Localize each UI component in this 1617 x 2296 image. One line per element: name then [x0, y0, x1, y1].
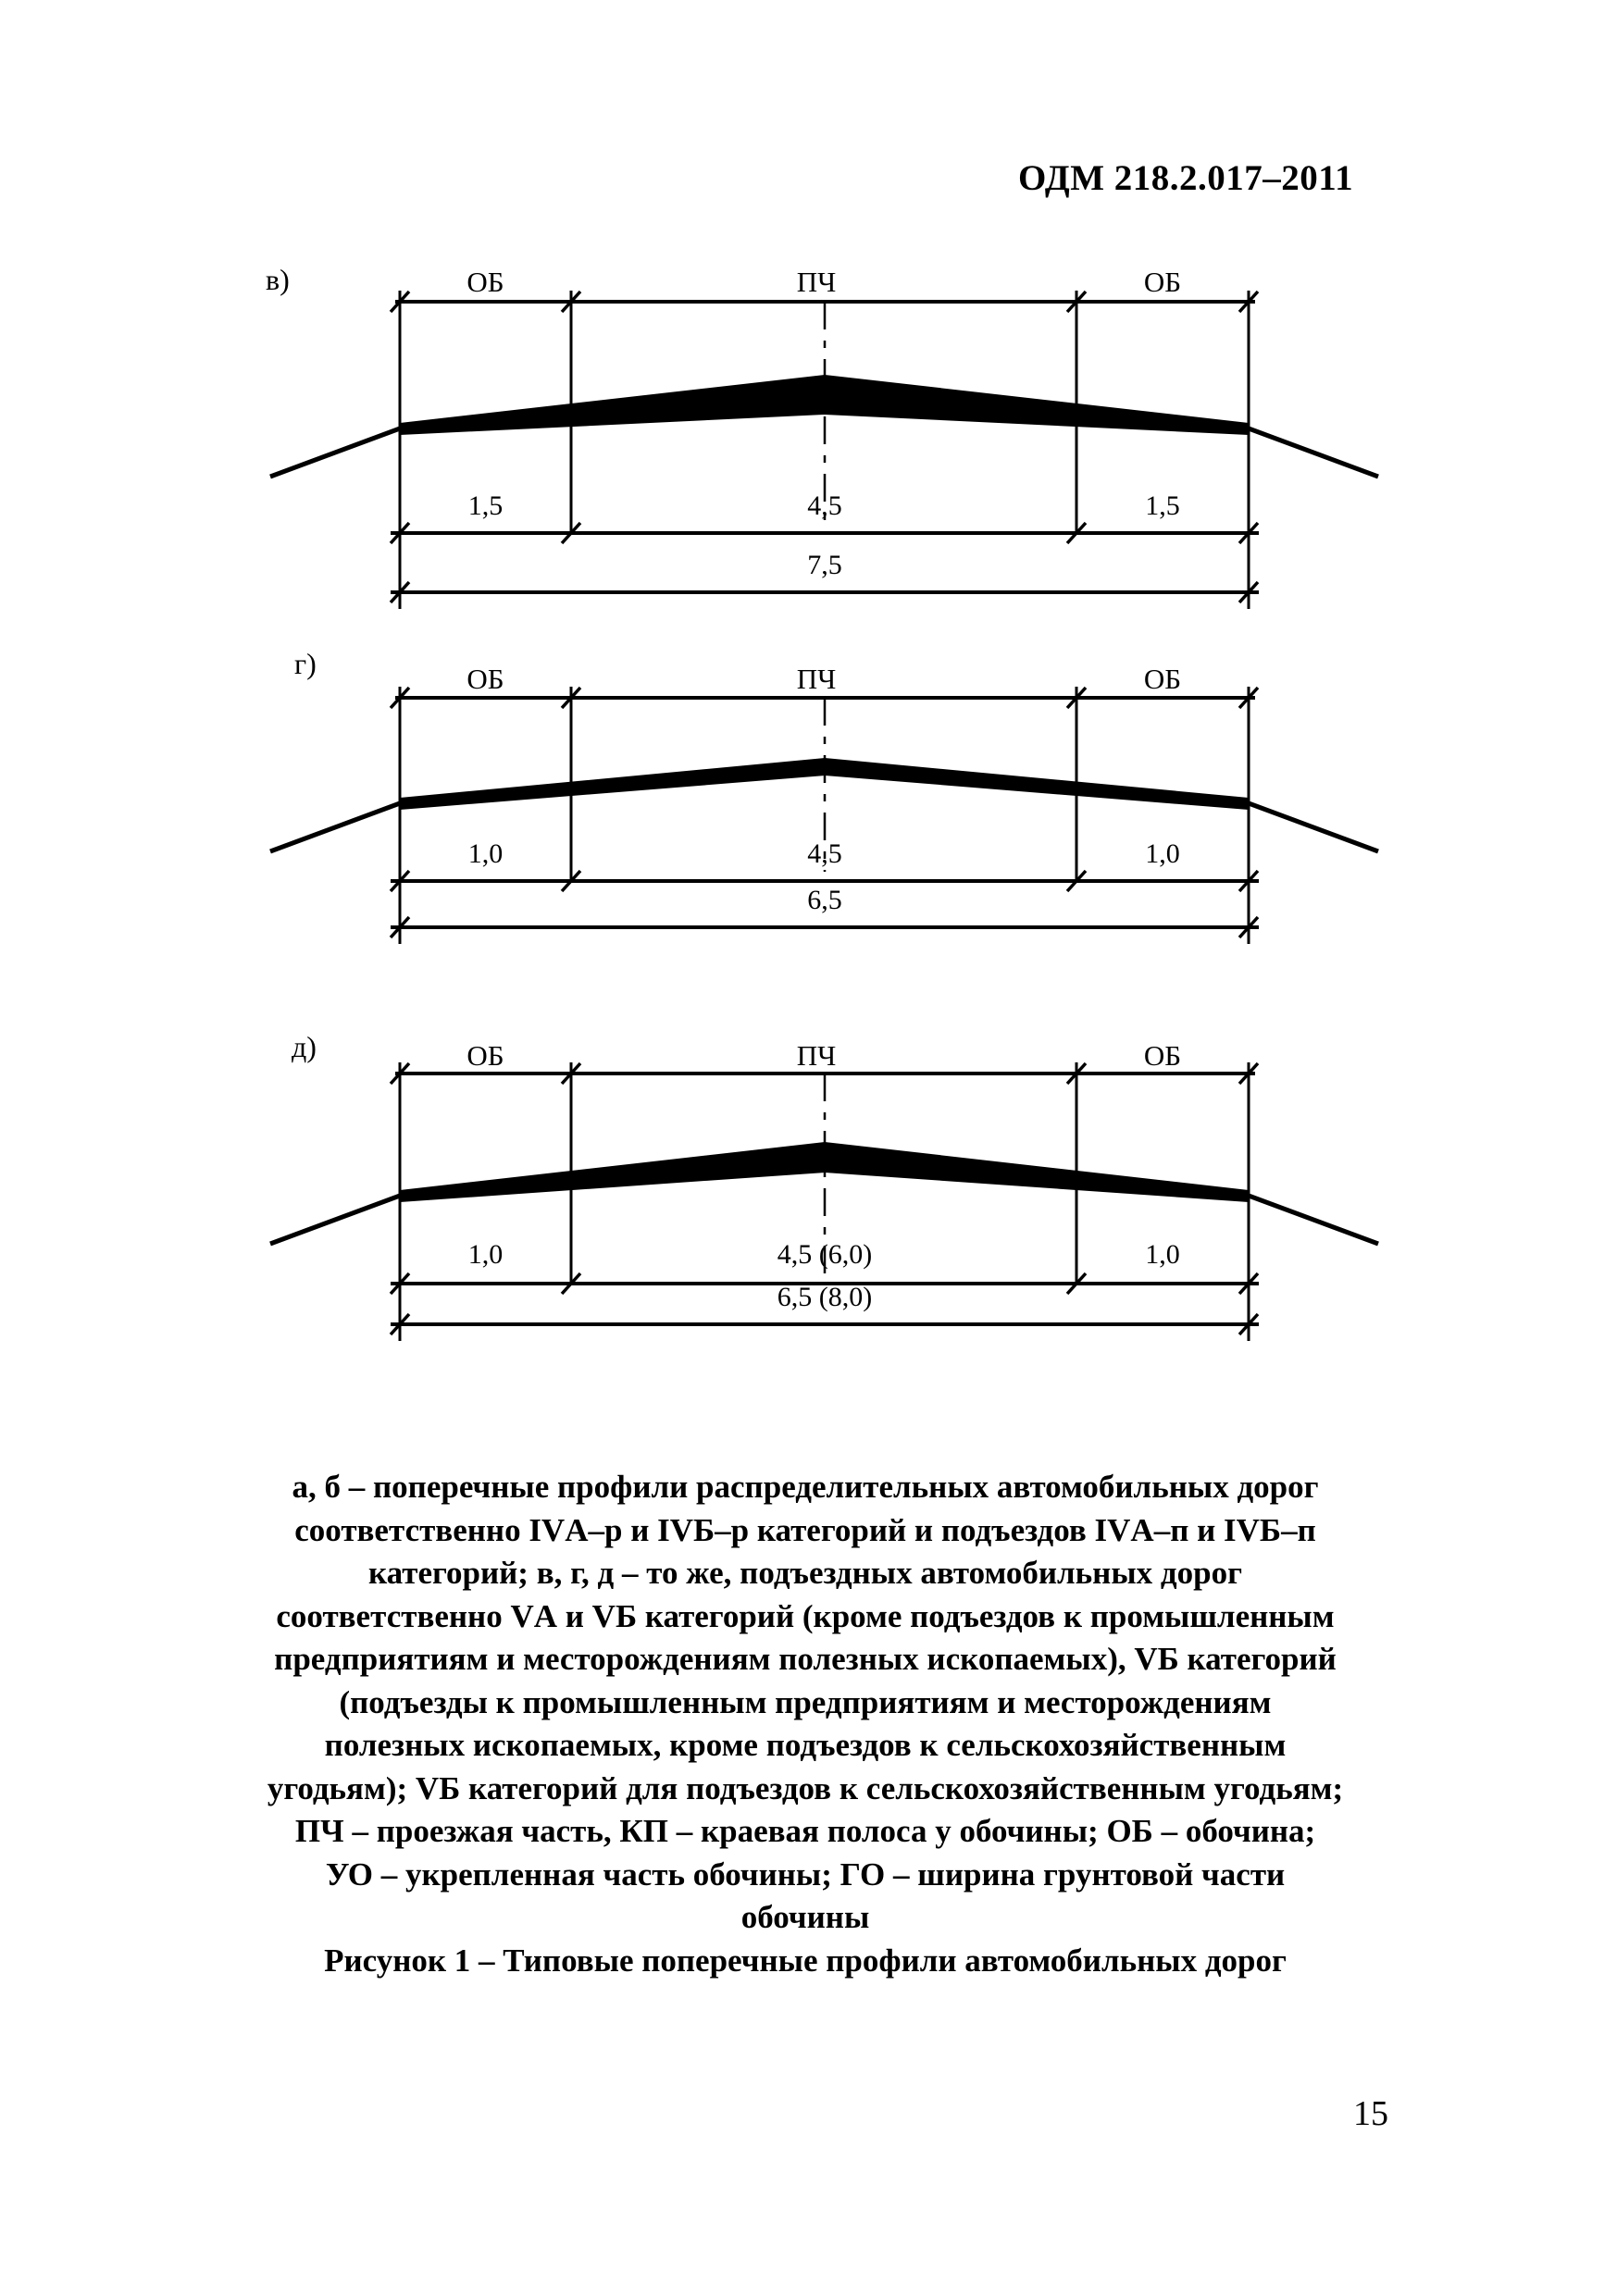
total-width-value: 6,5 [807, 885, 842, 915]
diagram-letter-label: в) [266, 263, 290, 296]
zone-label: ОБ [466, 266, 504, 298]
zone-label: ПЧ [797, 266, 837, 298]
left-slope-line [269, 800, 401, 854]
dimension-tick [560, 521, 582, 545]
page-number: 15 [1353, 2094, 1388, 2133]
caption-line: (подъезды к промышленным предприятиям и … [339, 1683, 1272, 1720]
caption-line: обочины [740, 1899, 870, 1935]
segment-width-value: 4,5 (6,0) [777, 1239, 872, 1270]
dimension-tick [389, 580, 411, 604]
caption-line: а, б – поперечные профили распределитель… [292, 1469, 1319, 1505]
segment-width-value: 1,0 [1145, 838, 1180, 869]
diagram-letter-label: д) [292, 1030, 317, 1063]
zone-label: ОБ [1144, 1039, 1181, 1072]
caption-line: Рисунок 1 – Типовые поперечные профили а… [324, 1942, 1287, 1979]
segment-width-value: 4,5 [807, 838, 842, 869]
dimension-tick [389, 1272, 411, 1296]
caption-line: предприятиям и месторождениям полезных и… [274, 1641, 1337, 1677]
dimension-tick [560, 869, 582, 893]
segment-width-value: 1,0 [1145, 1239, 1180, 1270]
caption-line: ПЧ – проезжая часть, КП – краевая полоса… [294, 1813, 1316, 1849]
left-slope-line [269, 1193, 401, 1247]
dimension-tick [1238, 915, 1260, 939]
dimension-tick [1238, 580, 1260, 604]
diagram-g-cross-section: г) ОБ ПЧ ОБ 1,0 4,5 1,0 6,5 [269, 648, 1379, 944]
zone-label: ПЧ [797, 663, 837, 695]
total-width-value: 6,5 (8,0) [777, 1282, 872, 1312]
road-pavement-band [400, 375, 1249, 435]
dimension-tick [389, 869, 411, 893]
caption-line: угодьям); VБ категорий для подъездов к с… [267, 1769, 1344, 1806]
zone-label: ОБ [466, 1039, 504, 1072]
dimension-tick [1065, 869, 1088, 893]
road-pavement-band [400, 758, 1249, 810]
dimension-tick [389, 915, 411, 939]
right-slope-line [1248, 800, 1379, 854]
segment-width-value: 1,0 [468, 838, 504, 869]
caption-line: УО – укрепленная часть обочины; ГО – шир… [325, 1855, 1286, 1893]
segment-width-value: 4,5 [807, 490, 842, 521]
dimension-tick [560, 1272, 582, 1296]
segment-width-value: 1,5 [1145, 490, 1180, 521]
caption-line: соответственно VА и VБ категорий (кроме … [276, 1597, 1335, 1634]
dimension-tick [1065, 1272, 1088, 1296]
zone-label: ОБ [1144, 266, 1181, 298]
dimension-tick [1238, 869, 1260, 893]
diagram-letter-label: г) [294, 648, 317, 680]
zone-label: ПЧ [797, 1039, 837, 1072]
dimension-tick [389, 521, 411, 545]
right-slope-line [1248, 426, 1379, 479]
dimension-tick [1065, 521, 1088, 545]
dimension-tick [389, 1312, 411, 1336]
road-pavement-band [400, 1142, 1249, 1202]
dimension-tick [1238, 1312, 1260, 1336]
left-slope-line [269, 426, 401, 479]
segment-width-value: 1,5 [468, 490, 504, 521]
diagram-v-cross-section: в) ОБ ПЧ ОБ 1,5 4,5 1,5 7,5 [266, 263, 1379, 609]
right-slope-line [1248, 1193, 1379, 1247]
zone-label: ОБ [1144, 663, 1181, 695]
segment-width-value: 1,0 [468, 1239, 504, 1270]
caption-line: соответственно IVА–р и IVБ–р категорий и… [294, 1511, 1316, 1548]
dimension-tick [1238, 1272, 1260, 1296]
document-code-header: ОДМ 218.2.017–2011 [1018, 158, 1354, 198]
dimension-tick [1238, 521, 1260, 545]
diagram-d-cross-section: д) ОБ ПЧ ОБ 1,0 4,5 (6,0) 1,0 6,5 (8,0) [269, 1030, 1379, 1341]
zone-label: ОБ [466, 663, 504, 695]
caption-line: полезных ископаемых, кроме подъездов к с… [324, 1727, 1287, 1763]
figure-caption: а, б – поперечные профили распределитель… [190, 1466, 1421, 1982]
total-width-value: 7,5 [807, 550, 842, 580]
caption-line: категорий; в, г, д – то же, подъездных а… [368, 1555, 1242, 1591]
